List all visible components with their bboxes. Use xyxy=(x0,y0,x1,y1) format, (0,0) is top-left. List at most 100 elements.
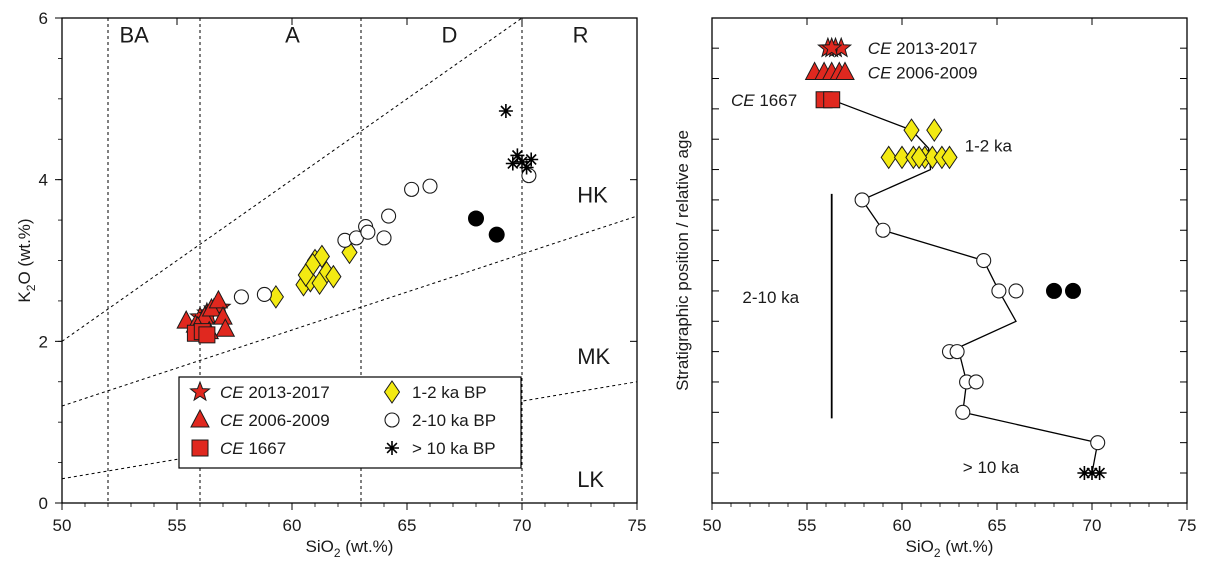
series--10-ka-bp xyxy=(498,104,539,175)
x-tick-label: 50 xyxy=(53,516,72,535)
data-point xyxy=(422,178,438,194)
data-point xyxy=(1077,466,1092,480)
data-point xyxy=(910,145,928,170)
x-tick-label: 70 xyxy=(513,516,532,535)
y-axis-label: Stratigraphic position / relative age xyxy=(673,130,692,391)
legend-marker xyxy=(189,380,211,402)
y-tick-label: 0 xyxy=(39,494,48,513)
series-ce-1667 xyxy=(186,323,216,344)
series-boundary-line xyxy=(62,215,637,407)
data-point xyxy=(524,152,539,167)
x-tick-label: 60 xyxy=(283,516,302,535)
data-point xyxy=(835,61,855,80)
field-label: HK xyxy=(577,182,608,207)
field-label: BA xyxy=(120,22,150,47)
x-tick-label: 70 xyxy=(1083,516,1102,535)
y-tick-label: 6 xyxy=(39,9,48,28)
data-point xyxy=(941,145,958,170)
annotation: 2-10 ka xyxy=(742,288,799,307)
legend-marker xyxy=(191,439,209,457)
data-point xyxy=(968,374,984,390)
data-point xyxy=(991,283,1007,299)
data-point xyxy=(519,160,534,175)
data-point xyxy=(233,289,249,305)
legend-label: 1-2 ka BP xyxy=(412,383,487,402)
data-point xyxy=(208,289,229,309)
y-tick-label: 2 xyxy=(39,332,48,351)
x-tick-label: 65 xyxy=(988,516,1007,535)
series-boundary-line xyxy=(62,18,523,342)
series-unlabelled xyxy=(1046,282,1081,299)
data-point xyxy=(1008,283,1024,299)
data-point xyxy=(521,168,537,184)
data-point xyxy=(823,91,841,109)
x-axis-label: SiO2 (wt.%) xyxy=(906,537,994,560)
data-point xyxy=(256,286,272,303)
data-point xyxy=(488,226,505,243)
data-point xyxy=(893,145,911,170)
y-tick-label: 4 xyxy=(39,171,48,190)
data-point xyxy=(1046,282,1062,299)
legend-marker xyxy=(190,408,210,428)
x-tick-label: 50 xyxy=(703,516,722,535)
field-label: D xyxy=(442,22,458,47)
field-label: MK xyxy=(577,344,610,369)
annotation: > 10 ka xyxy=(963,458,1020,477)
data-point xyxy=(1065,282,1081,299)
annotation: CE 1667 xyxy=(731,91,797,110)
data-point xyxy=(505,156,520,171)
data-point xyxy=(903,118,920,142)
series-ce-2013-2017 xyxy=(817,36,853,58)
data-point xyxy=(1092,466,1107,480)
k2o-sio2-chart: 50 55 60 65 70 75 0 2 4 6 SiO2 (wt.%) K2O (wt.%) BA A… xyxy=(15,9,646,560)
series-unlabelled xyxy=(468,210,505,243)
data-point xyxy=(949,344,965,360)
series--10-ka xyxy=(1077,466,1107,480)
x-tick-label: 75 xyxy=(628,516,647,535)
data-point xyxy=(875,222,891,238)
x-tick-label: 65 xyxy=(398,516,417,535)
data-point xyxy=(976,253,992,269)
data-point xyxy=(498,104,513,118)
series-boundary-line xyxy=(62,381,637,480)
series-ce-1667 xyxy=(815,91,841,109)
x-tick-label: 60 xyxy=(893,516,912,535)
data-point xyxy=(1090,435,1106,451)
x-tick-label: 55 xyxy=(798,516,817,535)
data-point xyxy=(854,192,870,208)
legend: CE 2013-2017 1-2 ka BP CE 2006-2009 2-10 ka… xyxy=(178,376,522,469)
stratigraphy-chart: 50 55 60 65 70 75 SiO2 (wt.%) Stratigraphic pos… xyxy=(673,17,1196,560)
data-point xyxy=(376,230,392,246)
data-point xyxy=(468,210,484,227)
data-point xyxy=(325,264,342,289)
series-2-10-ka xyxy=(854,192,1106,451)
legend-label: CE 2006-2009 xyxy=(220,411,330,430)
data-point xyxy=(360,224,376,240)
field-label: R xyxy=(573,22,589,47)
legend-marker xyxy=(383,380,401,404)
legend-label: > 10 ka BP xyxy=(412,439,496,458)
legend-label: CE 2013-2017 xyxy=(220,383,330,402)
data-point xyxy=(198,326,216,344)
data-point xyxy=(381,208,397,224)
legend-box xyxy=(178,376,522,469)
data-point xyxy=(926,118,943,142)
series-2-10-ka-bp xyxy=(233,168,537,305)
data-point xyxy=(820,36,843,58)
field-label: LK xyxy=(577,467,604,492)
data-point xyxy=(1085,466,1099,480)
series-ce-2006-2009 xyxy=(804,61,855,80)
x-tick-label: 55 xyxy=(168,516,187,535)
legend-label: CE 1667 xyxy=(220,439,286,458)
data-point xyxy=(880,145,897,170)
series-1-2-ka-bp xyxy=(267,240,358,309)
data-point xyxy=(955,404,971,420)
annotation: CE 2013-2017 xyxy=(868,39,978,58)
x-axis-label: SiO2 (wt.%) xyxy=(306,537,394,560)
data-point xyxy=(515,154,529,169)
y-axis-label: K2O (wt.%) xyxy=(15,218,38,302)
data-point xyxy=(404,181,420,197)
series-1-2-ka xyxy=(880,118,958,170)
data-point xyxy=(215,318,236,337)
